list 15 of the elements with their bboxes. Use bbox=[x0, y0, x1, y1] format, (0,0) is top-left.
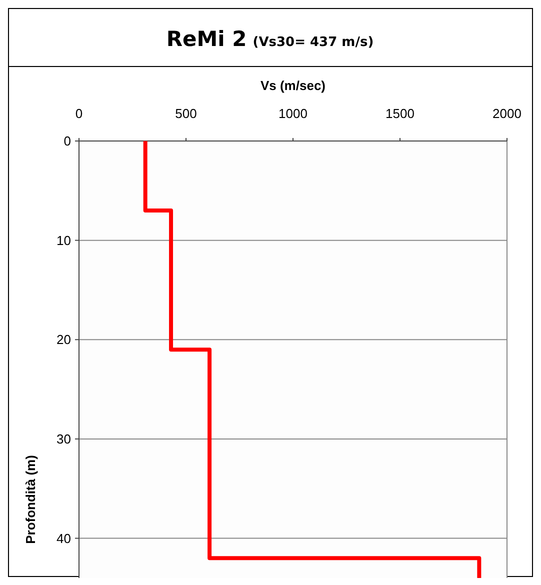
y-tick-label: 30 bbox=[56, 431, 71, 446]
x-tick-label: 1500 bbox=[386, 106, 414, 121]
x-tick-label: 1000 bbox=[278, 106, 308, 121]
y-tick-label: 20 bbox=[56, 332, 71, 348]
line-series bbox=[143, 139, 482, 578]
x-tick-label: 500 bbox=[175, 106, 197, 121]
chart-title: ReMi 2 bbox=[166, 27, 247, 51]
y-axis-title: Profondità (m) bbox=[23, 455, 38, 544]
y-tick-label: 0 bbox=[64, 134, 71, 148]
y-tick-label: 10 bbox=[56, 232, 71, 248]
x-axis-title: Vs (m/sec) bbox=[260, 78, 326, 93]
x-tick-label: 0 bbox=[75, 106, 83, 121]
chart-subtitle: (Vs30= 437 m/s) bbox=[252, 35, 374, 50]
x-tick-label: 2000 bbox=[492, 106, 522, 121]
y-tick-label: 40 bbox=[56, 530, 71, 546]
